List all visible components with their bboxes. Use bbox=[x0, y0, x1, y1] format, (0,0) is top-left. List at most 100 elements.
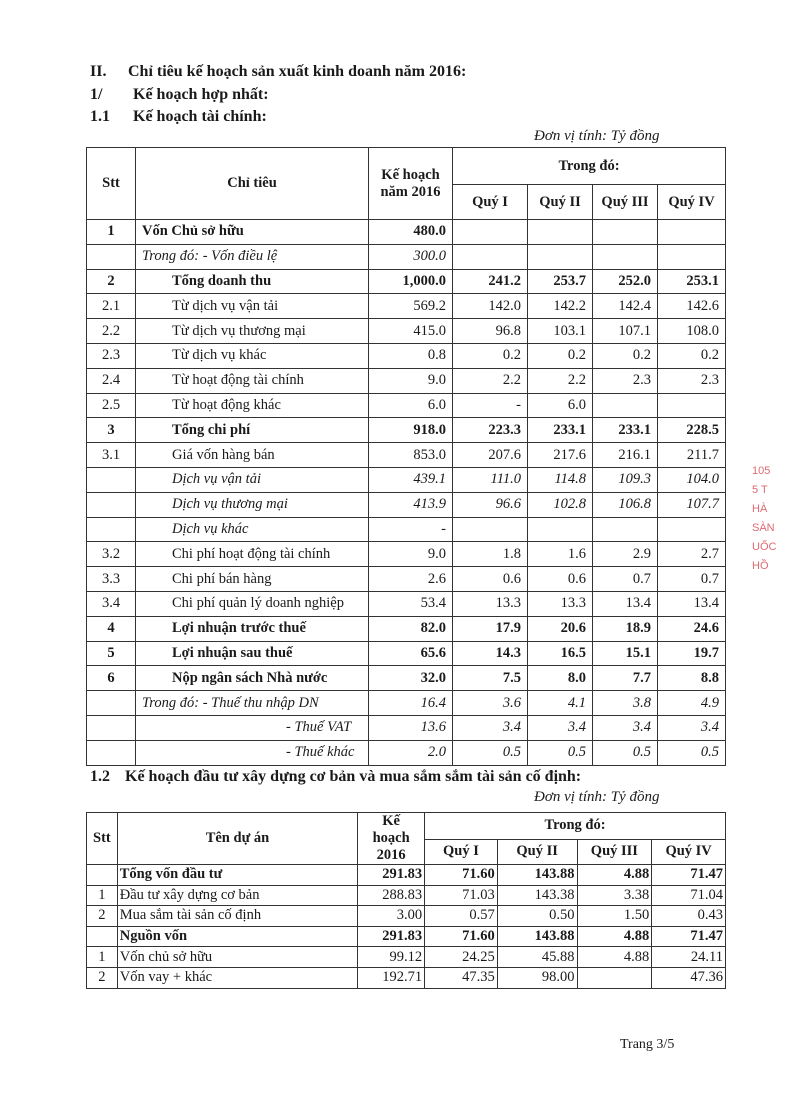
table-row: 1 Vốn chủ sở hữu 99.12 24.25 45.88 4.88 24.11 bbox=[86, 946, 726, 968]
cell-q2: 6.0 bbox=[527, 392, 593, 419]
cell-q2: 142.2 bbox=[527, 293, 593, 320]
cell-stt: 2.3 bbox=[86, 342, 136, 369]
cell-q2: 217.6 bbox=[527, 442, 593, 468]
cell-q1: 3.4 bbox=[452, 714, 528, 741]
cell-q2: 103.1 bbox=[527, 318, 593, 344]
cell-stt bbox=[86, 690, 136, 716]
cell-q4: 0.43 bbox=[651, 905, 726, 927]
cell-q3: 15.1 bbox=[592, 640, 658, 667]
unit-label-2: Đơn vị tính: Tỷ đồng bbox=[534, 789, 660, 805]
cell-q2: 102.8 bbox=[527, 491, 593, 518]
header-item: Chỉ tiêu bbox=[135, 147, 369, 220]
cell-q1: 2.2 bbox=[452, 367, 528, 394]
cell-q2: 1.6 bbox=[527, 541, 593, 568]
red-stamp-fragment: 105 5 T HÀ SÀN UỐC HỒ bbox=[752, 462, 800, 597]
cell-q4: 3.4 bbox=[657, 714, 726, 741]
stamp-text: HÀ bbox=[752, 503, 768, 515]
cell-q4: 0.7 bbox=[657, 566, 726, 592]
cell-stt: 2 bbox=[86, 905, 118, 927]
cell-label: Từ dịch vụ thương mại bbox=[135, 318, 369, 344]
cell-q4 bbox=[657, 392, 726, 419]
cell-q2: 143.38 bbox=[496, 884, 578, 907]
cell-q4: 2.7 bbox=[657, 541, 726, 568]
table-row: 6 Nộp ngân sách Nhà nước 32.0 7.5 8.0 7.7 8.8 bbox=[86, 665, 726, 692]
header-q2: Quý II bbox=[496, 838, 578, 866]
section-title: Chỉ tiêu kế hoạch sản xuất kinh doanh nă… bbox=[128, 63, 467, 80]
cell-q1: 207.6 bbox=[452, 442, 528, 468]
cell-q2: 8.0 bbox=[527, 665, 593, 692]
cell-q3: 3.8 bbox=[592, 690, 658, 716]
cell-q1: 17.9 bbox=[452, 615, 528, 642]
cell-q1 bbox=[452, 219, 528, 245]
cell-stt: 2.5 bbox=[86, 392, 136, 419]
cell-q3: 0.7 bbox=[592, 566, 658, 592]
header-q4: Quý IV bbox=[657, 184, 726, 220]
cell-plan: 192.71 bbox=[357, 966, 426, 989]
cell-q3: 142.4 bbox=[592, 293, 658, 320]
cell-q1: 71.03 bbox=[424, 884, 498, 907]
cell-q1: 71.60 bbox=[424, 925, 498, 948]
cell-stt: 5 bbox=[86, 640, 136, 667]
cell-label: Nộp ngân sách Nhà nước bbox=[135, 665, 369, 692]
cell-label: Dịch vụ vận tải bbox=[135, 466, 369, 493]
cell-q1: 0.6 bbox=[452, 566, 528, 592]
cell-q2: 143.88 bbox=[496, 925, 578, 948]
cell-q1: 24.25 bbox=[424, 946, 498, 968]
cell-q2: 45.88 bbox=[496, 946, 578, 968]
cell-plan: 65.6 bbox=[368, 640, 453, 667]
cell-label: Tổng vốn đầu tư bbox=[116, 864, 359, 886]
cell-q4: 71.47 bbox=[651, 925, 726, 948]
subsection-1-1-title: Kế hoạch tài chính: bbox=[133, 108, 267, 125]
cell-plan: 480.0 bbox=[368, 219, 453, 245]
cell-q1: 0.2 bbox=[452, 342, 528, 369]
table-row: 2.5 Từ hoạt động khác 6.0-6.0 bbox=[86, 392, 726, 419]
cell-q4: 2.3 bbox=[657, 367, 726, 394]
cell-q2 bbox=[527, 219, 593, 245]
subsection-number: 1/ bbox=[90, 86, 103, 103]
cell-label: Chi phí bán hàng bbox=[135, 566, 369, 592]
cell-q2: 4.1 bbox=[527, 690, 593, 716]
table-row: 2 Vốn vay + khác 192.71 47.35 98.00 47.36 bbox=[86, 966, 726, 989]
cell-q4: 0.2 bbox=[657, 342, 726, 369]
table-row: 2.4 Từ hoạt động tài chính 9.0 2.2 2.2 2.3 2.3 bbox=[86, 367, 726, 394]
cell-q1: 3.6 bbox=[452, 690, 528, 716]
header-q3: Quý III bbox=[592, 184, 658, 220]
cell-plan: 918.0 bbox=[368, 417, 453, 444]
cell-plan: 569.2 bbox=[368, 293, 453, 320]
table-row: Trong đó: - Vốn điều lệ 300.0 bbox=[86, 243, 726, 270]
cell-q4: 104.0 bbox=[657, 466, 726, 493]
cell-q4: 4.9 bbox=[657, 690, 726, 716]
header-q2: Quý II bbox=[527, 184, 593, 220]
cell-q3 bbox=[576, 966, 653, 989]
cell-label: Tổng doanh thu bbox=[135, 268, 369, 295]
cell-label: Chi phí hoạt động tài chính bbox=[135, 541, 369, 568]
cell-q4 bbox=[657, 219, 726, 245]
table-row: Tổng vốn đầu tư 291.83 71.60 143.88 4.88 71.4… bbox=[86, 864, 726, 886]
cell-q1: 241.2 bbox=[452, 268, 528, 295]
cell-q4: 107.7 bbox=[657, 491, 726, 518]
cell-stt: 1 bbox=[86, 884, 118, 907]
header-of-which: Trong đó: bbox=[424, 812, 726, 840]
header-q4: Quý IV bbox=[651, 838, 726, 866]
cell-q2: 143.88 bbox=[496, 864, 578, 886]
table-row: 2 Mua sắm tài sản cố định 3.00 0.57 0.50 1.50… bbox=[86, 905, 726, 927]
cell-q2: 98.00 bbox=[496, 966, 578, 989]
cell-stt: 3.2 bbox=[86, 541, 136, 568]
cell-q2: 114.8 bbox=[527, 466, 593, 493]
header-item: Tên dự án bbox=[116, 812, 359, 865]
header-plan: Kế hoạch 2016 bbox=[357, 812, 426, 865]
stamp-text: HỒ bbox=[752, 560, 769, 572]
table-row: 3.4 Chi phí quản lý doanh nghiệp 53.4 13.3 1… bbox=[86, 590, 726, 617]
cell-stt bbox=[86, 739, 136, 766]
cell-q4: 211.7 bbox=[657, 442, 726, 468]
header-of-which: Trong đó: bbox=[452, 147, 726, 185]
cell-stt: 2.4 bbox=[86, 367, 136, 394]
cell-label: Giá vốn hàng bán bbox=[135, 442, 369, 468]
cell-q4: 71.47 bbox=[651, 864, 726, 886]
cell-q4: 24.6 bbox=[657, 615, 726, 642]
table-row: 5 Lợi nhuận sau thuế 65.6 14.3 16.5 15.1 19.7 bbox=[86, 640, 726, 667]
cell-q3: 106.8 bbox=[592, 491, 658, 518]
table-row: 3.2 Chi phí hoạt động tài chính 9.0 1.8 1.6 2… bbox=[86, 541, 726, 568]
cell-stt: 1 bbox=[86, 219, 136, 245]
table-row: 1 Vốn Chủ sở hữu 480.0 bbox=[86, 219, 726, 245]
